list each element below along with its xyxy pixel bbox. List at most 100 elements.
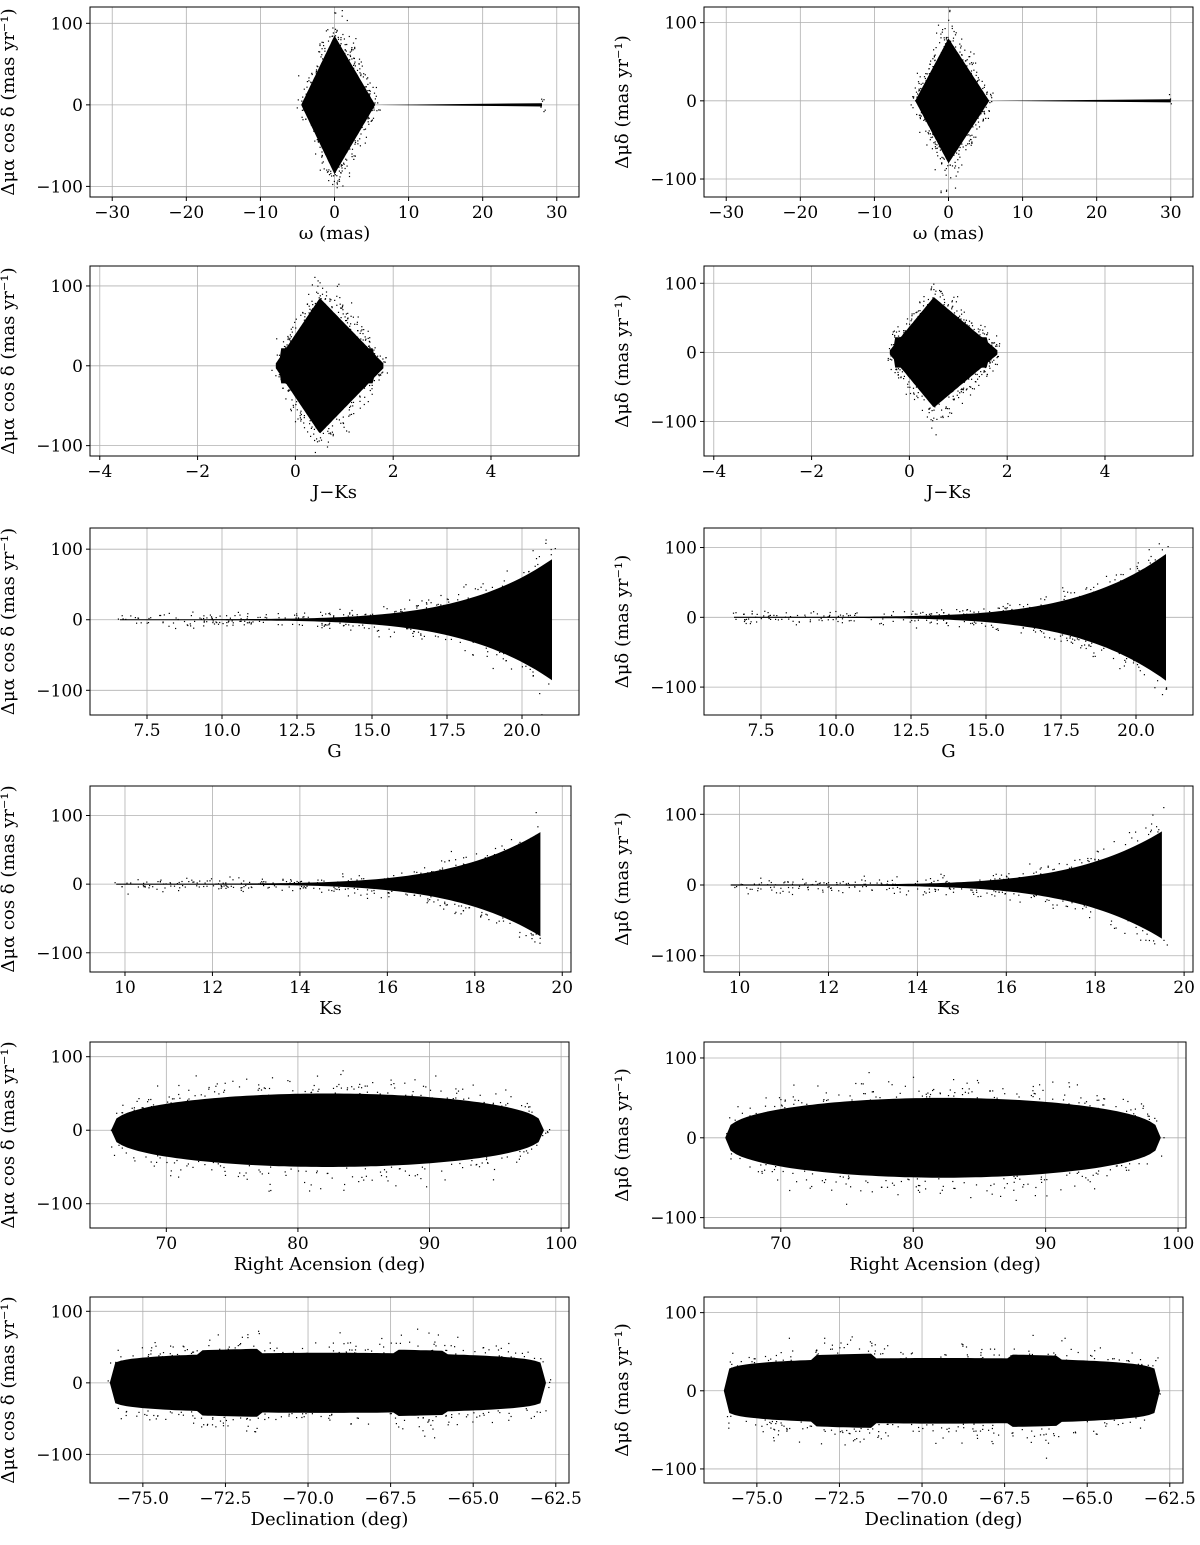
data-point — [499, 1412, 501, 1414]
data-point — [931, 286, 933, 288]
data-point — [920, 612, 922, 614]
data-point — [928, 73, 930, 75]
data-point — [342, 313, 344, 315]
data-point — [334, 171, 336, 173]
data-point — [1165, 687, 1168, 689]
data-point — [539, 942, 541, 944]
data-point — [281, 889, 283, 891]
data-point — [356, 879, 358, 881]
data-point — [976, 1097, 978, 1099]
data-point — [196, 1350, 198, 1352]
data-point — [321, 48, 323, 50]
data-point — [894, 883, 896, 885]
data-point — [991, 361, 993, 363]
data-point — [913, 398, 916, 401]
data-point — [1096, 1095, 1098, 1097]
data-point — [448, 601, 450, 603]
data-point — [290, 328, 292, 330]
data-point — [278, 354, 281, 356]
data-point — [1013, 1189, 1015, 1191]
data-point — [905, 1357, 907, 1359]
data-point — [928, 891, 931, 893]
data-point — [994, 363, 997, 365]
data-point — [125, 1152, 127, 1154]
data-point — [320, 611, 322, 613]
data-point — [376, 630, 378, 632]
data-point — [1122, 1422, 1124, 1424]
data-point — [933, 880, 935, 882]
data-point — [341, 164, 343, 166]
data-point — [444, 901, 446, 903]
data-point — [1090, 589, 1092, 591]
data-point — [125, 1414, 127, 1417]
data-point — [374, 347, 376, 349]
data-point — [1088, 645, 1090, 647]
data-point — [400, 610, 402, 612]
data-point — [1106, 1175, 1108, 1177]
data-point — [992, 342, 994, 344]
data-point — [339, 44, 341, 46]
data-point — [876, 882, 878, 884]
x-axis-label: Right Acension (deg) — [849, 1254, 1041, 1275]
data-point — [215, 1426, 217, 1428]
data-point — [940, 873, 942, 875]
plot-frame — [703, 1041, 1187, 1229]
data-point — [394, 611, 396, 613]
data-point — [891, 614, 893, 616]
data-point — [156, 888, 158, 890]
data-point — [545, 1410, 547, 1412]
y-tick-label: 100 — [51, 1302, 83, 1322]
data-point — [1086, 587, 1088, 589]
data-point — [775, 1360, 777, 1362]
data-point — [1081, 1175, 1083, 1177]
data-point — [961, 1343, 963, 1345]
data-point — [157, 1155, 159, 1157]
data-point — [907, 890, 910, 892]
data-point — [927, 121, 929, 123]
data-point — [1136, 664, 1139, 666]
data-point — [1158, 1392, 1160, 1394]
data-point — [349, 1349, 351, 1351]
data-point — [934, 406, 936, 408]
data-point — [182, 1345, 184, 1347]
data-point — [479, 1094, 481, 1096]
data-point — [1087, 860, 1089, 862]
data-point — [223, 1166, 225, 1169]
data-point — [344, 56, 346, 58]
data-point — [353, 1088, 355, 1090]
data-point — [786, 1427, 788, 1430]
data-point — [353, 887, 355, 890]
data-point — [149, 1419, 151, 1421]
data-point — [369, 389, 371, 392]
data-point — [934, 54, 936, 56]
data-point — [296, 613, 298, 615]
data-point — [1003, 878, 1005, 880]
data-point — [261, 878, 263, 880]
data-point — [968, 56, 970, 58]
data-point — [222, 1425, 225, 1427]
data-point — [958, 626, 960, 628]
data-point — [321, 41, 323, 43]
data-point — [477, 588, 479, 591]
x-tick-label: 16 — [377, 978, 399, 998]
plot-frame — [89, 265, 580, 457]
data-point — [430, 1350, 433, 1352]
data-point — [1116, 1165, 1118, 1167]
data-point — [263, 881, 265, 883]
data-point — [351, 58, 353, 60]
data-point — [919, 1185, 921, 1187]
data-point — [183, 1346, 185, 1348]
data-point — [908, 381, 910, 383]
data-point — [385, 357, 387, 359]
data-point — [930, 79, 932, 81]
data-point — [958, 397, 960, 399]
data-point — [265, 614, 267, 616]
data-point — [941, 163, 943, 165]
x-tick-label: 15.0 — [353, 721, 391, 741]
data-point — [367, 401, 369, 403]
data-point — [938, 146, 940, 148]
data-point — [454, 1346, 456, 1348]
data-point — [491, 586, 493, 588]
data-point — [754, 1358, 756, 1360]
data-point — [1039, 1084, 1041, 1086]
